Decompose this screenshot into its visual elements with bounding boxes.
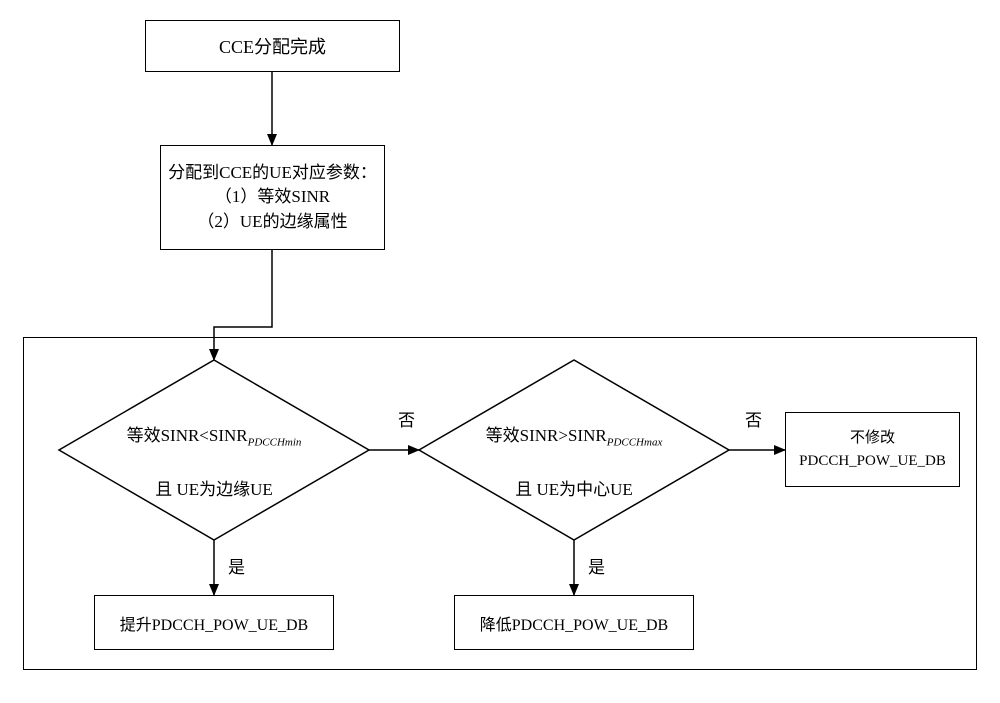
box-nomod: 不修改 PDCCH_POW_UE_DB [785, 412, 960, 487]
box-start: CCE分配完成 [145, 20, 400, 72]
box-lower: 降低PDCCH_POW_UE_DB [454, 595, 694, 650]
box-nomod-text: 不修改 PDCCH_POW_UE_DB [799, 427, 946, 472]
box-params: 分配到CCE的UE对应参数： （1）等效SINR （2）UE的边缘属性 [160, 145, 385, 250]
edge-d2-no: 否 [745, 406, 762, 431]
box-raise: 提升PDCCH_POW_UE_DB [94, 595, 334, 650]
box-start-text: CCE分配完成 [219, 33, 326, 59]
box-params-text: 分配到CCE的UE对应参数： （1）等效SINR （2）UE的边缘属性 [168, 161, 377, 235]
edge-d1-yes: 是 [228, 553, 245, 578]
flowchart-canvas: CCE分配完成 分配到CCE的UE对应参数： （1）等效SINR （2）UE的边… [0, 0, 1000, 703]
edge-d2-yes: 是 [588, 553, 605, 578]
box-lower-text: 降低PDCCH_POW_UE_DB [480, 611, 668, 635]
box-raise-text: 提升PDCCH_POW_UE_DB [120, 611, 308, 635]
edge-d1-no: 否 [398, 406, 415, 431]
